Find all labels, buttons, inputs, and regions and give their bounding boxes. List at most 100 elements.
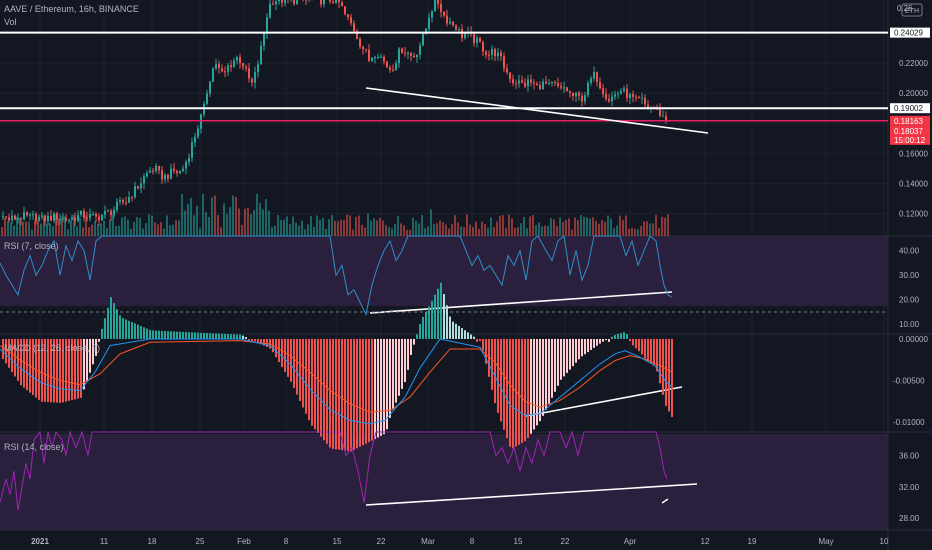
macd-histogram-bar (191, 332, 193, 339)
volume-bar (640, 225, 642, 236)
macd-histogram-bar (482, 338, 484, 351)
volume-bar (274, 225, 276, 236)
currency-badge: ETH (905, 8, 919, 15)
candle-body (587, 82, 589, 96)
macd-histogram-bar (2, 338, 4, 360)
volume-bar (217, 215, 219, 236)
volume-bar (523, 217, 525, 236)
candle-body (218, 64, 220, 69)
candle-body (179, 170, 181, 174)
volume-bar (310, 215, 312, 236)
candle-body (491, 49, 493, 55)
candle-body (584, 95, 586, 102)
macd-histogram-bar (437, 288, 439, 339)
macd-histogram-bar (473, 336, 475, 339)
volume-bar (292, 216, 294, 236)
macd-histogram-bar (464, 330, 466, 339)
rsi7-axis-label: 20.00 (899, 296, 920, 305)
macd-histogram-bar (62, 338, 64, 403)
candle-body (389, 67, 391, 70)
macd-histogram-bar (260, 338, 262, 345)
volume-bar (418, 223, 420, 236)
candle-body (545, 81, 547, 84)
candle-body (197, 128, 199, 137)
macd-histogram-bar (92, 338, 94, 365)
candle-body (527, 79, 529, 87)
macd-histogram-bar (131, 322, 133, 339)
volume-bar (664, 217, 666, 236)
rsi7-axis-label: 30.00 (899, 271, 920, 280)
macd-histogram-bar (122, 318, 124, 339)
candle-body (224, 71, 226, 73)
volume-bar (661, 216, 663, 236)
candle-body (596, 72, 598, 83)
macd-histogram-bar (527, 338, 529, 438)
macd-histogram-bar (419, 323, 421, 339)
candle-body (623, 88, 625, 92)
macd-histogram-bar (497, 338, 499, 414)
volume-bar (634, 228, 636, 236)
macd-histogram-bar (8, 338, 10, 368)
volume-bar (79, 217, 81, 236)
price-tag-box (890, 115, 930, 126)
macd-histogram-bar (233, 334, 235, 339)
macd-axis-label: 0.00000 (899, 335, 928, 344)
candle-body (29, 214, 31, 216)
volume-bar (172, 224, 174, 236)
volume-bar (631, 227, 633, 236)
macd-histogram-bar (440, 282, 442, 339)
macd-histogram-bar (209, 333, 211, 339)
candle-body (41, 215, 43, 217)
macd-histogram-bar (182, 331, 184, 339)
volume-bar (337, 221, 339, 236)
candle-body (617, 93, 619, 95)
macd-histogram-bar (170, 331, 172, 339)
macd-histogram-bar (326, 338, 328, 444)
price-tag: 0.18037 (894, 127, 923, 136)
volume-bar (118, 225, 120, 236)
candle-body (500, 52, 502, 57)
volume-legend: Vol (4, 17, 17, 27)
macd-histogram-bar (353, 338, 355, 450)
time-axis-label: 22 (561, 537, 570, 546)
candle-body (101, 214, 103, 221)
volume-bar (130, 228, 132, 236)
candle-body (464, 32, 466, 39)
macd-histogram-bar (284, 338, 286, 372)
macd-histogram-bar (296, 338, 298, 395)
macd-histogram-bar (221, 333, 223, 339)
macd-histogram-bar (77, 338, 79, 399)
volume-bar (226, 214, 228, 236)
macd-histogram-bar (224, 333, 226, 339)
macd-histogram-bar (83, 338, 85, 390)
macd-histogram-bar (665, 338, 667, 406)
volume-bar (19, 217, 21, 236)
candle-body (209, 81, 211, 94)
macd-histogram-bar (458, 325, 460, 339)
macd-histogram-bar (530, 338, 532, 434)
macd-histogram-bar (641, 338, 643, 355)
candle-body (59, 218, 61, 220)
macd-histogram-bar (53, 338, 55, 403)
candle-body (575, 92, 577, 97)
macd-histogram-bar (50, 338, 52, 403)
macd-histogram-bar (248, 338, 250, 342)
price-tag: 0.24029 (894, 29, 923, 38)
candle-body (455, 25, 457, 30)
macd-histogram-bar (152, 330, 154, 339)
candle-body (20, 218, 22, 220)
candle-body (245, 66, 247, 69)
macd-histogram-bar (392, 338, 394, 410)
macd-histogram-bar (584, 338, 586, 355)
macd-histogram-bar (377, 338, 379, 438)
macd-histogram-bar (14, 338, 16, 377)
candle-body (80, 210, 82, 215)
macd-histogram-bar (56, 338, 58, 403)
volume-bar (358, 215, 360, 236)
candle-body (416, 54, 418, 58)
volume-bar (448, 228, 450, 236)
volume-bar (415, 221, 417, 236)
candle-body (515, 83, 517, 85)
volume-bar (580, 215, 582, 236)
